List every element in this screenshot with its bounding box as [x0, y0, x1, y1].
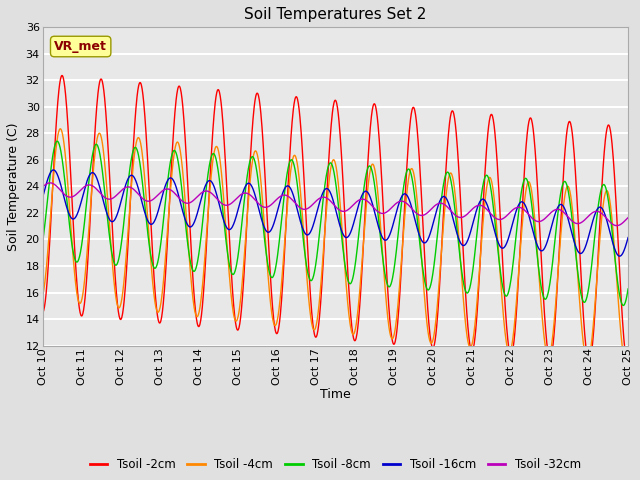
Tsoil -32cm — [613, 223, 621, 228]
Tsoil -32cm — [38, 184, 46, 190]
Tsoil -16cm — [108, 219, 116, 225]
Tsoil -2cm — [108, 220, 116, 226]
X-axis label: Time: Time — [320, 388, 351, 401]
Tsoil -16cm — [38, 195, 46, 201]
Tsoil -4cm — [84, 235, 92, 240]
Tsoil -4cm — [108, 257, 116, 263]
Tsoil -16cm — [624, 235, 632, 240]
Title: Soil Temperatures Set 2: Soil Temperatures Set 2 — [244, 7, 426, 22]
Tsoil -32cm — [84, 182, 92, 188]
Tsoil -8cm — [300, 239, 307, 244]
Tsoil -32cm — [624, 215, 632, 220]
Tsoil -16cm — [300, 228, 307, 233]
Line: Tsoil -32cm: Tsoil -32cm — [42, 183, 628, 226]
Tsoil -16cm — [616, 253, 623, 259]
Tsoil -32cm — [46, 180, 54, 186]
Tsoil -8cm — [108, 252, 116, 257]
Line: Tsoil -8cm: Tsoil -8cm — [42, 141, 628, 305]
Tsoil -8cm — [620, 302, 627, 308]
Tsoil -2cm — [84, 252, 92, 257]
Tsoil -4cm — [287, 163, 295, 169]
Tsoil -32cm — [108, 196, 116, 202]
Tsoil -2cm — [372, 106, 380, 112]
Tsoil -2cm — [300, 166, 307, 172]
Tsoil -16cm — [287, 187, 295, 193]
Tsoil -8cm — [310, 271, 318, 277]
Legend: Tsoil -2cm, Tsoil -4cm, Tsoil -8cm, Tsoil -16cm, Tsoil -32cm: Tsoil -2cm, Tsoil -4cm, Tsoil -8cm, Tsoi… — [85, 454, 586, 476]
Line: Tsoil -2cm: Tsoil -2cm — [42, 75, 628, 365]
Tsoil -8cm — [84, 184, 92, 190]
Tsoil -4cm — [372, 175, 380, 180]
Tsoil -4cm — [623, 362, 630, 368]
Tsoil -4cm — [310, 327, 318, 333]
Tsoil -4cm — [38, 293, 46, 299]
Tsoil -8cm — [54, 138, 61, 144]
Tsoil -2cm — [287, 129, 295, 134]
Y-axis label: Soil Temperature (C): Soil Temperature (C) — [7, 122, 20, 251]
Tsoil -16cm — [50, 167, 58, 173]
Tsoil -32cm — [287, 196, 295, 202]
Tsoil -2cm — [624, 362, 632, 368]
Tsoil -32cm — [300, 206, 307, 212]
Tsoil -4cm — [624, 360, 632, 365]
Tsoil -2cm — [58, 72, 66, 78]
Tsoil -8cm — [38, 240, 46, 245]
Tsoil -2cm — [38, 310, 46, 315]
Tsoil -8cm — [372, 194, 380, 200]
Line: Tsoil -4cm: Tsoil -4cm — [42, 129, 628, 365]
Tsoil -4cm — [57, 126, 65, 132]
Tsoil -8cm — [624, 286, 632, 292]
Tsoil -4cm — [300, 228, 307, 233]
Tsoil -2cm — [310, 329, 318, 335]
Text: VR_met: VR_met — [54, 40, 107, 53]
Tsoil -16cm — [372, 215, 380, 221]
Line: Tsoil -16cm: Tsoil -16cm — [42, 170, 628, 256]
Tsoil -32cm — [372, 207, 380, 213]
Tsoil -16cm — [310, 220, 318, 226]
Tsoil -32cm — [310, 200, 318, 206]
Tsoil -16cm — [84, 175, 92, 181]
Tsoil -8cm — [287, 157, 295, 163]
